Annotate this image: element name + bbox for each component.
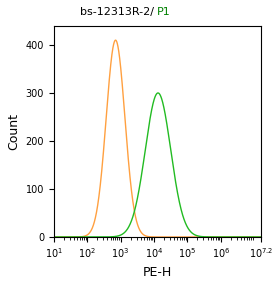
- X-axis label: PE-H: PE-H: [143, 266, 172, 279]
- Y-axis label: Count: Count: [7, 113, 20, 150]
- Text: P1: P1: [157, 7, 171, 17]
- Text: bs-12313R-2/: bs-12313R-2/: [80, 7, 157, 17]
